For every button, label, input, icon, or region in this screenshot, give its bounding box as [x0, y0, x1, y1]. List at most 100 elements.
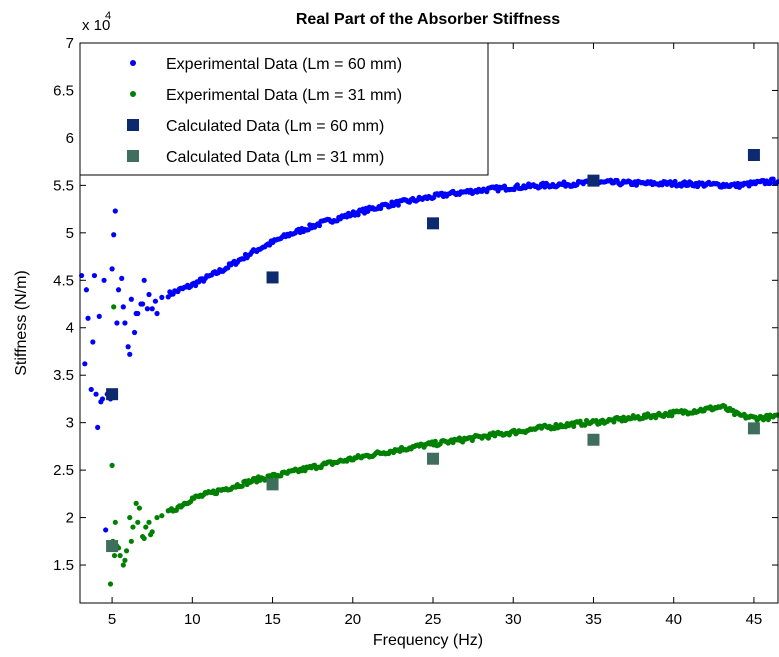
data-layer [79, 149, 779, 587]
data-point [122, 320, 128, 326]
data-point [125, 344, 131, 350]
legend-label: Calculated Data (Lm = 31 mm) [166, 149, 384, 166]
y-tick-label: 4.5 [53, 272, 74, 289]
data-point [111, 304, 117, 310]
data-point [143, 524, 149, 530]
y-tick-label: 6 [66, 130, 74, 147]
data-point [146, 519, 152, 525]
x-tick-label: 30 [505, 611, 522, 628]
legend-label: Experimental Data (Lm = 60 mm) [166, 56, 402, 73]
data-point [669, 413, 675, 419]
legend-marker [127, 150, 139, 162]
data-point [111, 552, 118, 559]
calculated-point [587, 433, 600, 446]
data-point [101, 277, 107, 283]
data-point [141, 535, 147, 542]
x-tick-label: 15 [264, 611, 281, 628]
y-tick-label: 3.5 [53, 367, 74, 384]
y-tick-label: 4 [66, 320, 74, 337]
data-point [133, 310, 139, 317]
data-point [770, 176, 776, 182]
calculated-point [106, 540, 119, 553]
data-point [135, 519, 141, 525]
y-axis-multiplier-exponent: 4 [105, 10, 111, 22]
legend-marker [127, 119, 139, 131]
legend: Experimental Data (Lm = 60 mm) Experiment… [79, 42, 489, 176]
data-point [154, 310, 160, 317]
y-axis-label: Stiffness (N/m) [13, 270, 30, 376]
legend-entry-1: Experimental Data (Lm = 60 mm) [130, 56, 402, 73]
legend-entry-2: Experimental Data (Lm = 31 mm) [130, 87, 402, 104]
data-point [99, 396, 106, 402]
data-point [159, 513, 165, 519]
data-point [120, 304, 126, 310]
data-point [90, 339, 96, 345]
data-point [127, 514, 133, 521]
data-point [432, 438, 438, 444]
data-point [239, 483, 245, 489]
legend-box [79, 42, 489, 176]
data-point [571, 423, 577, 429]
data-point [133, 500, 139, 506]
data-point [225, 265, 231, 271]
data-point [144, 306, 150, 312]
data-point [123, 548, 130, 554]
legend-label: Calculated Data (Lm = 60 mm) [166, 118, 384, 135]
data-point [577, 418, 583, 424]
data-point [501, 183, 508, 189]
data-point [128, 538, 134, 544]
data-point [109, 266, 115, 272]
data-point [107, 581, 114, 587]
data-point [146, 291, 152, 298]
legend-entry-4: Calculated Data (Lm = 31 mm) [127, 149, 384, 166]
data-point [122, 557, 128, 563]
series-2 [107, 304, 779, 587]
x-tick-label: 10 [184, 611, 201, 628]
ticks-layer: 5 10 15 20 25 30 35 40 45 1.5 2 2.5 3 3.5 4 4.5 5 5.5 6 6.5… [53, 35, 778, 628]
data-point [131, 329, 138, 336]
data-point [767, 180, 773, 186]
data-point [149, 306, 155, 312]
data-point [83, 287, 90, 293]
data-point [111, 232, 117, 238]
y-tick-label: 5 [66, 225, 74, 242]
data-point [130, 524, 136, 530]
calculated-point [587, 174, 600, 187]
y-tick-label: 7 [66, 35, 74, 52]
data-point [112, 208, 118, 214]
data-point [139, 301, 146, 307]
calculated-point [427, 217, 440, 230]
data-point [120, 562, 126, 568]
legend-label: Experimental Data (Lm = 31 mm) [166, 87, 402, 104]
data-point [152, 298, 159, 304]
calculated-point [266, 478, 279, 491]
y-tick-label: 2.5 [53, 462, 74, 479]
data-point [395, 202, 401, 208]
data-point [91, 272, 98, 279]
data-point [159, 294, 165, 300]
data-point [316, 222, 323, 229]
data-point [355, 212, 361, 218]
data-point [85, 315, 91, 321]
data-point [136, 505, 142, 511]
data-point [148, 532, 154, 538]
x-tick-label: 45 [746, 611, 763, 628]
series-3 [106, 149, 760, 401]
data-point [112, 519, 118, 525]
x-tick-label: 40 [665, 611, 682, 628]
data-point [119, 275, 125, 281]
calculated-point [106, 388, 119, 401]
data-point [103, 527, 109, 533]
x-tick-label: 25 [425, 611, 442, 628]
data-point [95, 424, 101, 431]
data-point [88, 386, 94, 393]
data-point [109, 462, 115, 468]
x-tick-label: 35 [585, 611, 602, 628]
y-tick-label: 3 [66, 415, 74, 432]
calculated-point [747, 149, 760, 161]
x-axis-label: Frequency (Hz) [373, 632, 483, 649]
data-point [128, 296, 134, 302]
legend-marker [130, 91, 136, 97]
data-point [96, 313, 102, 319]
